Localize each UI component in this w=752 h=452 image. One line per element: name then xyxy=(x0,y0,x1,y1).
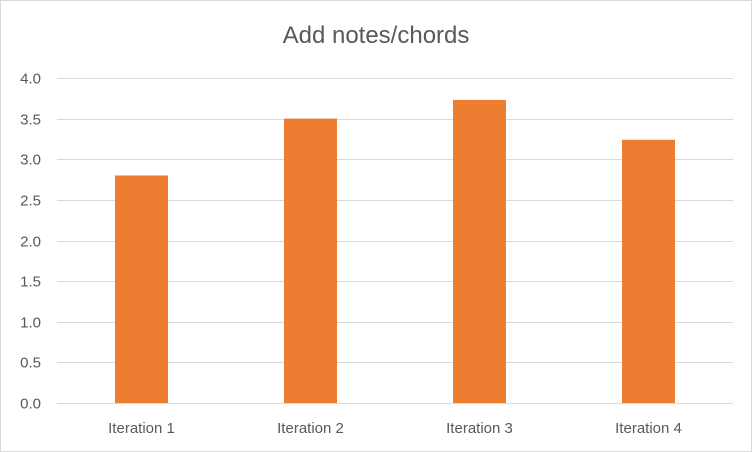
y-tick-label: 3.0 xyxy=(20,152,41,169)
bar xyxy=(284,118,337,403)
x-tick-label: Iteration 2 xyxy=(277,420,344,437)
y-tick-label: 2.5 xyxy=(20,193,41,210)
x-tick-label: Iteration 3 xyxy=(446,420,513,437)
y-tick-label: 2.0 xyxy=(20,234,41,251)
y-tick-label: 3.5 xyxy=(20,112,41,129)
bars xyxy=(115,99,675,403)
y-axis-tick-labels: 0.0 0.5 1.0 1.5 2.0 2.5 3.0 3.5 4.0 xyxy=(20,71,41,413)
x-tick-label: Iteration 4 xyxy=(615,420,682,437)
y-tick-label: 0.5 xyxy=(20,355,41,372)
bar xyxy=(115,175,168,403)
bar xyxy=(622,139,675,403)
x-tick-label: Iteration 1 xyxy=(108,420,175,437)
chart-title: Add notes/chords xyxy=(282,22,470,49)
gridlines xyxy=(57,78,733,404)
x-axis-tick-labels: Iteration 1 Iteration 2 Iteration 3 Iterati… xyxy=(108,420,682,437)
y-tick-label: 0.0 xyxy=(20,396,41,413)
y-tick-label: 1.5 xyxy=(20,274,41,291)
bar xyxy=(453,99,506,403)
y-tick-label: 1.0 xyxy=(20,315,41,332)
y-tick-label: 4.0 xyxy=(20,71,41,88)
